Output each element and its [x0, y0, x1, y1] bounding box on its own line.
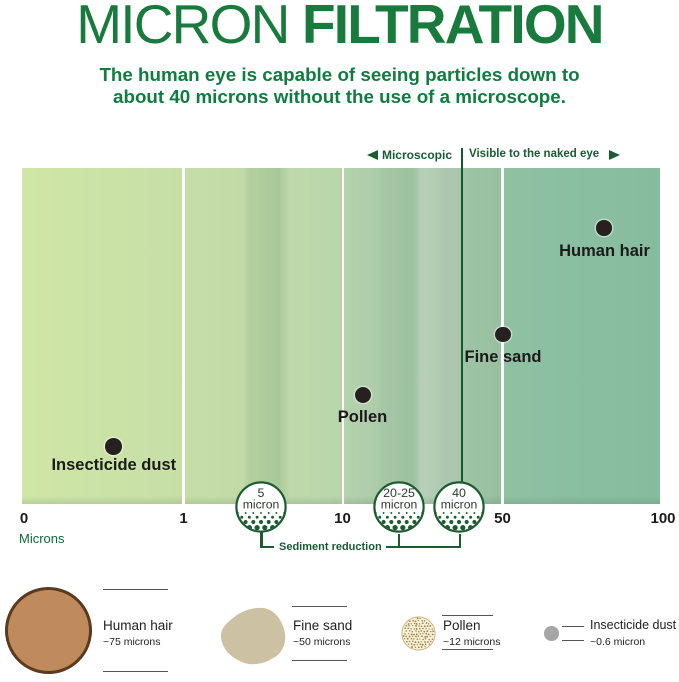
svg-text:micron: micron	[381, 497, 418, 511]
svg-text:5: 5	[257, 486, 264, 500]
svg-text:40: 40	[452, 486, 466, 500]
svg-text:micron: micron	[441, 497, 478, 511]
svg-text:20-25: 20-25	[383, 486, 415, 500]
svg-text:micron: micron	[243, 497, 280, 511]
